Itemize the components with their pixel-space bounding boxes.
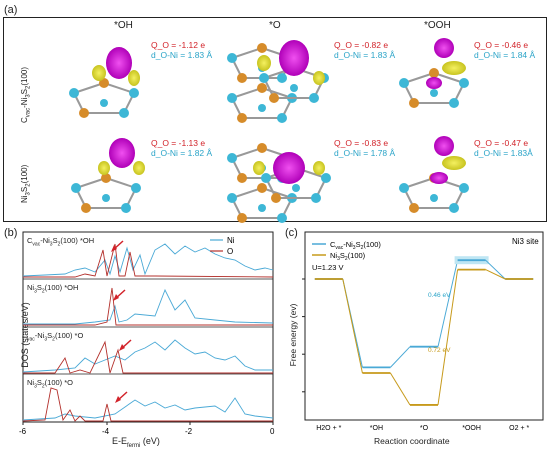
annotation-pristine-ooh: Q_O = -0.47 e d_O-Ni = 1.83Å	[474, 138, 534, 158]
fe-legend-pristine-label: Ni3S2(100)	[330, 251, 366, 262]
fe-legend-cvac-label: Cvac-Ni3S2(100)	[330, 240, 381, 251]
fe-connector-pristine	[390, 373, 410, 405]
bond-length-text: d_O-Ni = 1.83Å	[474, 148, 534, 158]
bond-length-text: d_O-Ni = 1.84 Å	[474, 50, 535, 60]
fe-xlabel: Reaction coordinate	[374, 436, 450, 446]
charge-text: Q_O = -1.12 e	[151, 40, 212, 50]
annotation-cvac-oh: Q_O = -1.12 e d_O-Ni = 1.83 Å	[151, 40, 212, 60]
dos-arrow-head	[119, 344, 125, 351]
structure-images	[4, 18, 548, 223]
fe-connector-cvac	[486, 260, 506, 279]
fe-xtick-label: *OOH	[462, 425, 481, 432]
fe-site-label: Ni3 site	[512, 237, 539, 246]
free-energy-chart: Ni3 site U=1.23 V Cvac-Ni3S2(100) Ni3S2(…	[300, 230, 548, 435]
fe-connector-pristine	[343, 279, 363, 373]
fe-connector-cvac	[390, 347, 410, 368]
dos-xtick: -2	[185, 427, 193, 436]
fe-barrier-pristine: 0.72 eV	[428, 347, 451, 354]
charge-text: Q_O = -0.47 e	[474, 138, 534, 148]
fe-potential-label: U=1.23 V	[312, 263, 343, 272]
charge-text: Q_O = -0.83 e	[334, 138, 396, 148]
dos-xtick: 0	[270, 427, 275, 436]
bond-length-text: d_O-Ni = 1.83 Å	[151, 50, 212, 60]
dos-arrow-head	[115, 396, 121, 403]
dos-label-4: Ni3S2(100) *O	[27, 378, 73, 390]
charge-text: Q_O = -0.82 e	[334, 40, 395, 50]
dos-ni-curve-3	[23, 340, 273, 372]
panel-c-letter: (c)	[285, 227, 298, 239]
fe-xtick-label: *O	[420, 425, 429, 432]
fe-connector-pristine	[438, 270, 458, 405]
fe-frame	[305, 232, 543, 420]
annotation-pristine-oh: Q_O = -1.13 e d_O-Ni = 1.82 Å	[151, 138, 212, 158]
fe-xtick-label: *OH	[370, 425, 383, 432]
dos-label-2: Ni3S2(100) *OH	[27, 283, 78, 295]
fe-barrier-cvac: 0.46 eV	[428, 292, 451, 299]
dos-xtick: -6	[19, 427, 27, 436]
legend-o-label: O	[227, 247, 233, 256]
annotation-cvac-ooh: Q_O = -0.46 e d_O-Ni = 1.84 Å	[474, 40, 535, 60]
charge-text: Q_O = -1.13 e	[151, 138, 212, 148]
panel-a-frame: *OH *O *OOH Cvac-Ni3S2(100) Ni3S2(100)	[3, 17, 547, 222]
bond-length-text: d_O-Ni = 1.82 Å	[151, 148, 212, 158]
panel-a-letter: (a)	[4, 4, 17, 16]
annotation-cvac-o: Q_O = -0.82 e d_O-Ni = 1.83 Å	[334, 40, 395, 60]
fe-connector-pristine	[486, 270, 506, 279]
bond-length-text: d_O-Ni = 1.78 Å	[334, 148, 396, 158]
dos-ni-curve-1	[23, 244, 273, 276]
fe-xtick-label: O2 + *	[509, 425, 529, 432]
dos-label-1: Cvac-Ni3S2(100) *OH	[27, 236, 94, 248]
fe-ylabel: Free energy (ev)	[288, 290, 298, 380]
dos-xtick: -4	[102, 427, 110, 436]
dos-label-3: vac-Ni3S2(100) *O	[27, 331, 83, 343]
dos-arrow-head	[113, 294, 119, 301]
charge-text: Q_O = -0.46 e	[474, 40, 535, 50]
legend-ni-label: Ni	[227, 236, 235, 245]
dos-ni-curve-2	[23, 290, 273, 324]
bond-length-text: d_O-Ni = 1.83 Å	[334, 50, 395, 60]
dos-xlabel: E-Efermi (eV)	[112, 436, 160, 449]
fe-connector-cvac	[438, 260, 458, 346]
fe-xtick-label: H2O + *	[316, 425, 341, 432]
annotation-pristine-o: Q_O = -0.83 e d_O-Ni = 1.78 Å	[334, 138, 396, 158]
